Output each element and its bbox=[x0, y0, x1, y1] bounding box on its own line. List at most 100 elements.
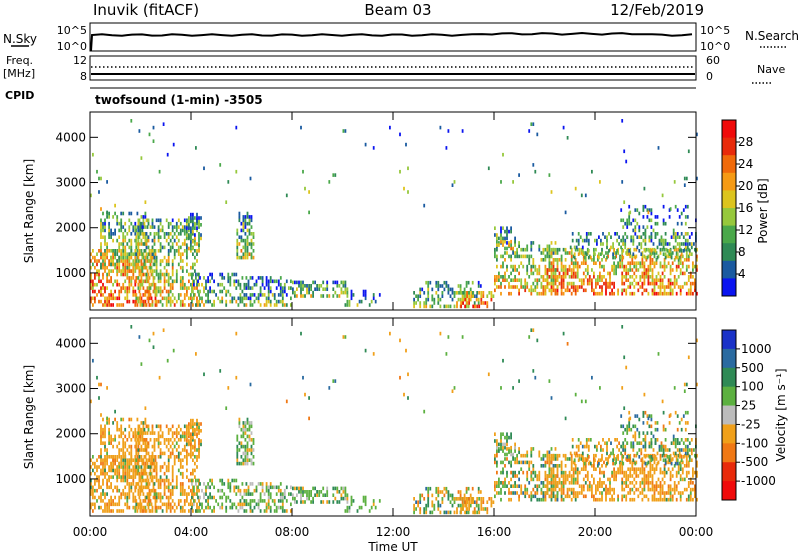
power-cell bbox=[620, 238, 623, 243]
power-cell bbox=[659, 251, 662, 255]
velocity-cell bbox=[148, 482, 151, 486]
velocity-cell bbox=[506, 484, 508, 488]
power-cell bbox=[120, 259, 123, 263]
power-cell bbox=[236, 242, 239, 246]
power-cell bbox=[332, 287, 335, 291]
velocity-cell bbox=[669, 494, 672, 499]
power-cell bbox=[606, 242, 608, 246]
power-cell bbox=[177, 262, 180, 267]
velocity-cell bbox=[518, 484, 520, 488]
velocity-cell bbox=[629, 481, 632, 485]
power-cell bbox=[524, 285, 527, 289]
velocity-cell bbox=[173, 431, 176, 435]
velocity-cell bbox=[144, 505, 147, 510]
velocity-cell bbox=[467, 486, 470, 491]
velocity-cell bbox=[585, 458, 588, 462]
velocity-cell bbox=[217, 488, 220, 493]
power-cell bbox=[193, 282, 195, 287]
velocity-cell bbox=[601, 484, 603, 488]
power-cell bbox=[171, 225, 174, 229]
velocity-cell bbox=[140, 448, 143, 452]
power-cell bbox=[167, 225, 170, 229]
velocity-cell bbox=[625, 494, 628, 499]
power-cell bbox=[245, 282, 248, 287]
power-cell bbox=[147, 235, 150, 239]
velocity-cell bbox=[603, 460, 605, 465]
power-cell bbox=[532, 281, 535, 286]
velocity-cell bbox=[687, 481, 690, 485]
power-cell bbox=[150, 296, 153, 301]
velocity-cell bbox=[641, 460, 644, 465]
velocity-cell bbox=[318, 490, 321, 494]
power-cell bbox=[625, 275, 628, 279]
velocity-cell bbox=[141, 471, 144, 476]
power-cell bbox=[250, 225, 253, 229]
power-cell bbox=[498, 243, 500, 247]
power-cell bbox=[431, 294, 434, 298]
power-cell bbox=[462, 297, 464, 302]
power-cell bbox=[552, 268, 555, 272]
velocity-cell bbox=[148, 488, 151, 493]
velocity-cell bbox=[263, 492, 266, 496]
velocity-cell bbox=[137, 441, 140, 445]
power-cell bbox=[318, 284, 321, 288]
velocity-cell bbox=[190, 499, 192, 503]
power-cell bbox=[687, 291, 690, 296]
power-cell bbox=[654, 235, 657, 239]
power-cell bbox=[685, 281, 688, 286]
velocity-cell bbox=[124, 502, 127, 507]
power-cell bbox=[175, 279, 178, 284]
velocity-cell bbox=[683, 453, 686, 458]
velocity-cell bbox=[221, 495, 224, 500]
velocity-cell bbox=[143, 455, 146, 459]
velocity-cell bbox=[122, 465, 125, 469]
velocity-cell bbox=[556, 497, 559, 502]
power-cell bbox=[195, 272, 197, 277]
velocity-cell bbox=[150, 502, 153, 507]
velocity-cell bbox=[171, 431, 174, 435]
power-cell bbox=[300, 284, 302, 288]
velocity-cell bbox=[134, 455, 137, 459]
power-cell bbox=[460, 291, 462, 295]
velocity-cell bbox=[175, 505, 178, 510]
velocity-cell bbox=[611, 487, 613, 492]
velocity-cell bbox=[128, 431, 131, 435]
power-cell bbox=[134, 232, 137, 236]
power-cell bbox=[132, 269, 135, 273]
power-cell bbox=[687, 278, 690, 282]
velocity-cell bbox=[120, 455, 123, 459]
velocity-cell bbox=[637, 494, 640, 499]
power-cell bbox=[141, 282, 144, 287]
power-cell bbox=[470, 294, 473, 298]
velocity-cell bbox=[576, 470, 579, 475]
power-cell bbox=[609, 275, 611, 279]
power-cell bbox=[451, 183, 454, 187]
velocity-cell bbox=[538, 453, 541, 458]
power-cell bbox=[223, 276, 226, 280]
velocity-cell bbox=[572, 494, 575, 499]
power-cell bbox=[641, 271, 644, 276]
power-cell bbox=[679, 247, 682, 252]
velocity-cell bbox=[242, 427, 245, 432]
velocity-cell bbox=[138, 434, 141, 439]
power-cell bbox=[248, 221, 251, 226]
power-cell bbox=[399, 169, 401, 174]
power-cell bbox=[139, 272, 142, 277]
power-cell bbox=[126, 296, 129, 301]
power-cell bbox=[134, 252, 137, 256]
power-cell bbox=[326, 294, 329, 298]
velocity-cell bbox=[520, 460, 523, 465]
velocity-cell bbox=[104, 431, 106, 435]
power-cell bbox=[136, 249, 139, 253]
power-cell bbox=[165, 272, 168, 277]
power-cell bbox=[651, 258, 654, 262]
velocity-cell bbox=[124, 492, 127, 496]
power-cell bbox=[161, 272, 164, 277]
velocity-cell bbox=[122, 471, 125, 476]
velocity-cell bbox=[246, 451, 249, 456]
power-cell bbox=[239, 299, 242, 304]
velocity-cell bbox=[144, 438, 147, 442]
power-cell bbox=[419, 287, 422, 292]
velocity-cell bbox=[120, 461, 123, 466]
